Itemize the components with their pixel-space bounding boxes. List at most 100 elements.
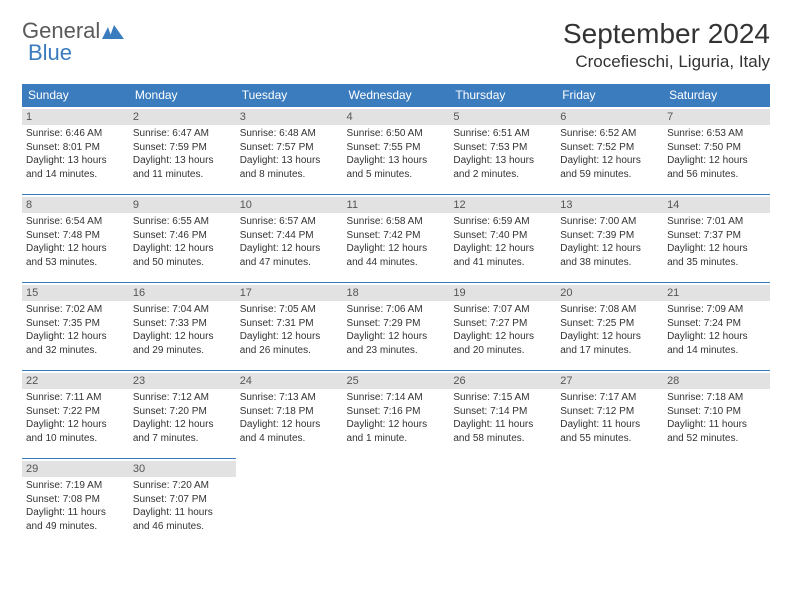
calendar-body: 1 Sunrise: 6:46 AMSunset: 8:01 PMDaylight… [22, 106, 770, 546]
day-number: 19 [449, 285, 556, 301]
day-cell: 2 Sunrise: 6:47 AMSunset: 7:59 PMDaylight… [129, 106, 236, 194]
day-header-row: SundayMondayTuesdayWednesdayThursdayFrid… [22, 84, 770, 106]
empty-cell [449, 458, 556, 546]
day-info: Sunrise: 7:04 AMSunset: 7:33 PMDaylight:… [133, 303, 232, 357]
day-number: 13 [556, 197, 663, 213]
calendar-cell: 9Sunrise: 6:55 AMSunset: 7:46 PMDaylight… [129, 194, 236, 282]
location: Crocefieschi, Liguria, Italy [563, 52, 770, 72]
day-number: 28 [663, 373, 770, 389]
day-number: 14 [663, 197, 770, 213]
calendar-cell: 6Sunrise: 6:52 AMSunset: 7:52 PMDaylight… [556, 106, 663, 194]
day-info: Sunrise: 6:54 AMSunset: 7:48 PMDaylight:… [26, 215, 125, 269]
day-cell: 12Sunrise: 6:59 AMSunset: 7:40 PMDayligh… [449, 194, 556, 282]
day-info: Sunrise: 7:11 AMSunset: 7:22 PMDaylight:… [26, 391, 125, 445]
header: General September 2024 Crocefieschi, Lig… [22, 18, 770, 72]
day-cell: 10 Sunrise: 6:57 AMSunset: 7:44 PMDayligh… [236, 194, 343, 282]
day-info: Sunrise: 6:48 AMSunset: 7:57 PMDaylight:… [240, 127, 339, 181]
day-number: 25 [343, 373, 450, 389]
calendar-row: 15Sunrise: 7:02 AMSunset: 7:35 PMDayligh… [22, 282, 770, 370]
calendar-cell: 4 Sunrise: 6:50 AMSunset: 7:55 PMDaylight… [343, 106, 450, 194]
day-number: 8 [22, 197, 129, 213]
day-cell: 19 Sunrise: 7:07 AMSunset: 7:27 PMDayligh… [449, 282, 556, 370]
day-number: 9 [129, 197, 236, 213]
calendar-table: SundayMondayTuesdayWednesdayThursdayFrid… [22, 84, 770, 546]
day-header: Sunday [22, 84, 129, 106]
calendar-cell: 21Sunrise: 7:09 AMSunset: 7:24 PMDayligh… [663, 282, 770, 370]
day-number: 1 [22, 109, 129, 125]
day-info: Sunrise: 7:14 AMSunset: 7:16 PMDaylight:… [347, 391, 446, 445]
calendar-cell: 26 Sunrise: 7:15 AMSunset: 7:14 PMDayligh… [449, 370, 556, 458]
calendar-cell [236, 458, 343, 546]
day-number: 2 [129, 109, 236, 125]
day-info: Sunrise: 7:09 AMSunset: 7:24 PMDaylight:… [667, 303, 766, 357]
calendar-cell: 20 Sunrise: 7:08 AMSunset: 7:25 PMDayligh… [556, 282, 663, 370]
day-cell: 27Sunrise: 7:17 AMSunset: 7:12 PMDayligh… [556, 370, 663, 458]
logo-flag-icon [102, 23, 124, 39]
title-block: September 2024 Crocefieschi, Liguria, It… [563, 18, 770, 72]
day-number: 30 [129, 461, 236, 477]
calendar-row: 1 Sunrise: 6:46 AMSunset: 8:01 PMDaylight… [22, 106, 770, 194]
day-number: 6 [556, 109, 663, 125]
day-cell: 28Sunrise: 7:18 AMSunset: 7:10 PMDayligh… [663, 370, 770, 458]
calendar-cell: 12Sunrise: 6:59 AMSunset: 7:40 PMDayligh… [449, 194, 556, 282]
day-info: Sunrise: 7:13 AMSunset: 7:18 PMDaylight:… [240, 391, 339, 445]
day-cell: 3Sunrise: 6:48 AMSunset: 7:57 PMDaylight… [236, 106, 343, 194]
day-cell: 20 Sunrise: 7:08 AMSunset: 7:25 PMDayligh… [556, 282, 663, 370]
day-cell: 16Sunrise: 7:04 AMSunset: 7:33 PMDayligh… [129, 282, 236, 370]
logo-word2: Blue [28, 40, 72, 66]
day-header: Wednesday [343, 84, 450, 106]
day-number: 29 [22, 461, 129, 477]
day-number: 4 [343, 109, 450, 125]
day-number: 23 [129, 373, 236, 389]
day-info: Sunrise: 6:47 AMSunset: 7:59 PMDaylight:… [133, 127, 232, 181]
day-number: 17 [236, 285, 343, 301]
day-info: Sunrise: 7:02 AMSunset: 7:35 PMDaylight:… [26, 303, 125, 357]
day-cell: 29Sunrise: 7:19 AMSunset: 7:08 PMDayligh… [22, 458, 129, 546]
day-info: Sunrise: 6:57 AMSunset: 7:44 PMDaylight:… [240, 215, 339, 269]
day-info: Sunrise: 6:58 AMSunset: 7:42 PMDaylight:… [347, 215, 446, 269]
calendar-cell: 7Sunrise: 6:53 AMSunset: 7:50 PMDaylight… [663, 106, 770, 194]
day-number: 20 [556, 285, 663, 301]
day-info: Sunrise: 7:07 AMSunset: 7:27 PMDaylight:… [453, 303, 552, 357]
day-cell: 22Sunrise: 7:11 AMSunset: 7:22 PMDayligh… [22, 370, 129, 458]
day-number: 12 [449, 197, 556, 213]
calendar-cell: 23 Sunrise: 7:12 AMSunset: 7:20 PMDayligh… [129, 370, 236, 458]
day-number: 11 [343, 197, 450, 213]
day-cell: 5Sunrise: 6:51 AMSunset: 7:53 PMDaylight… [449, 106, 556, 194]
day-cell: 11 Sunrise: 6:58 AMSunset: 7:42 PMDayligh… [343, 194, 450, 282]
day-header: Monday [129, 84, 236, 106]
calendar-cell: 22Sunrise: 7:11 AMSunset: 7:22 PMDayligh… [22, 370, 129, 458]
day-info: Sunrise: 6:46 AMSunset: 8:01 PMDaylight:… [26, 127, 125, 181]
calendar-row: 8 Sunrise: 6:54 AMSunset: 7:48 PMDaylight… [22, 194, 770, 282]
day-info: Sunrise: 7:17 AMSunset: 7:12 PMDaylight:… [560, 391, 659, 445]
day-info: Sunrise: 7:08 AMSunset: 7:25 PMDaylight:… [560, 303, 659, 357]
day-info: Sunrise: 6:50 AMSunset: 7:55 PMDaylight:… [347, 127, 446, 181]
day-number: 5 [449, 109, 556, 125]
day-number: 26 [449, 373, 556, 389]
calendar-cell: 24Sunrise: 7:13 AMSunset: 7:18 PMDayligh… [236, 370, 343, 458]
day-info: Sunrise: 7:01 AMSunset: 7:37 PMDaylight:… [667, 215, 766, 269]
calendar-cell: 14 Sunrise: 7:01 AMSunset: 7:37 PMDayligh… [663, 194, 770, 282]
day-cell: 30 Sunrise: 7:20 AMSunset: 7:07 PMDayligh… [129, 458, 236, 546]
calendar-cell: 15Sunrise: 7:02 AMSunset: 7:35 PMDayligh… [22, 282, 129, 370]
empty-cell [663, 458, 770, 546]
day-number: 10 [236, 197, 343, 213]
calendar-cell: 29Sunrise: 7:19 AMSunset: 7:08 PMDayligh… [22, 458, 129, 546]
day-cell: 14 Sunrise: 7:01 AMSunset: 7:37 PMDayligh… [663, 194, 770, 282]
day-info: Sunrise: 7:15 AMSunset: 7:14 PMDaylight:… [453, 391, 552, 445]
day-header: Friday [556, 84, 663, 106]
day-info: Sunrise: 7:20 AMSunset: 7:07 PMDaylight:… [133, 479, 232, 533]
calendar-cell: 19 Sunrise: 7:07 AMSunset: 7:27 PMDayligh… [449, 282, 556, 370]
day-cell: 7Sunrise: 6:53 AMSunset: 7:50 PMDaylight… [663, 106, 770, 194]
calendar-cell: 1 Sunrise: 6:46 AMSunset: 8:01 PMDaylight… [22, 106, 129, 194]
day-cell: 1 Sunrise: 6:46 AMSunset: 8:01 PMDaylight… [22, 106, 129, 194]
day-info: Sunrise: 7:06 AMSunset: 7:29 PMDaylight:… [347, 303, 446, 357]
calendar-cell [663, 458, 770, 546]
day-info: Sunrise: 7:12 AMSunset: 7:20 PMDaylight:… [133, 391, 232, 445]
day-cell: 25 Sunrise: 7:14 AMSunset: 7:16 PMDayligh… [343, 370, 450, 458]
day-cell: 23 Sunrise: 7:12 AMSunset: 7:20 PMDayligh… [129, 370, 236, 458]
calendar-cell: 16Sunrise: 7:04 AMSunset: 7:33 PMDayligh… [129, 282, 236, 370]
day-header: Saturday [663, 84, 770, 106]
day-header: Thursday [449, 84, 556, 106]
day-cell: 18Sunrise: 7:06 AMSunset: 7:29 PMDayligh… [343, 282, 450, 370]
